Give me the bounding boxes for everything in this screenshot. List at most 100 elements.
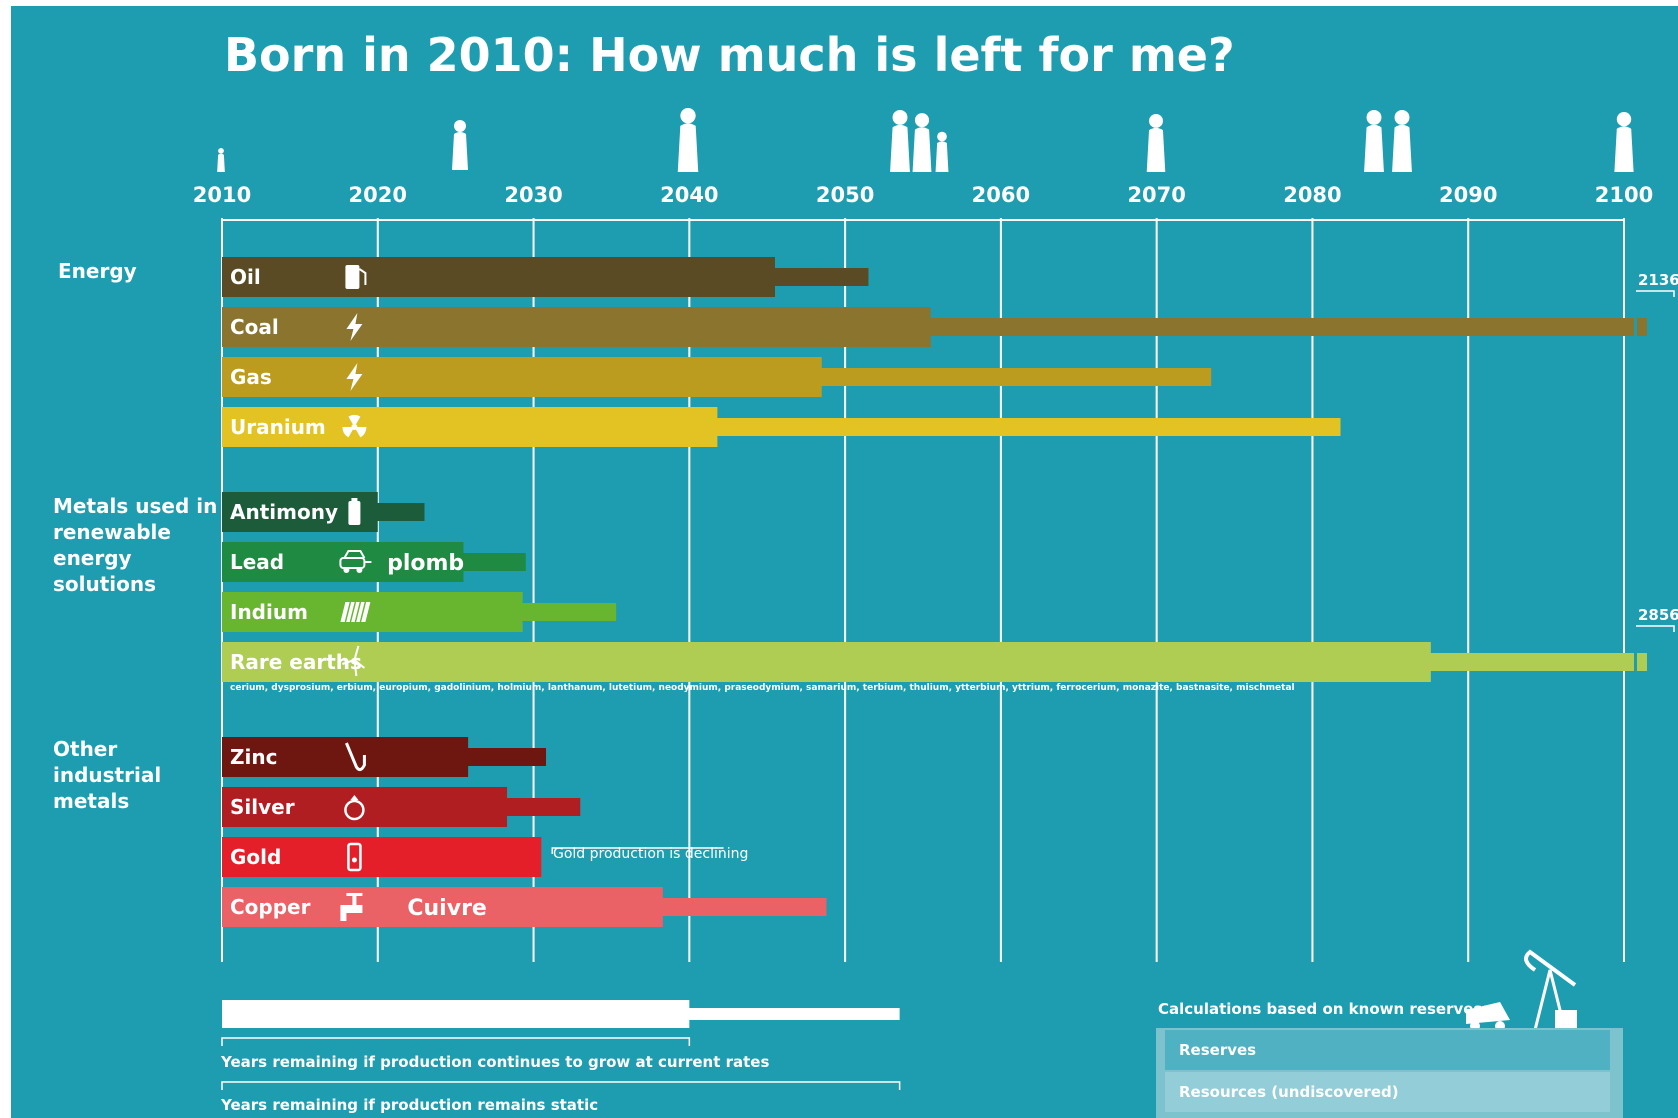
overflow-bracket	[1636, 625, 1675, 632]
legend-static-bracket	[221, 1081, 901, 1090]
shape	[345, 742, 366, 772]
row-oil-label: Oil	[230, 265, 261, 289]
shape	[358, 268, 367, 285]
life-stage-icons	[217, 108, 1634, 172]
row-uranium-growing-bar	[222, 407, 718, 447]
head	[1366, 110, 1382, 125]
elderly-couple-icon	[1364, 110, 1412, 172]
saxophone-icon	[345, 742, 366, 772]
x-tick-label: 2080	[1283, 183, 1341, 207]
row-coal-growing-bar	[222, 307, 931, 347]
rare-earth-elements: cerium, dysprosium, erbium, europium, ga…	[230, 683, 1295, 693]
figure	[1392, 110, 1412, 172]
break-mark	[1634, 316, 1637, 338]
head	[1616, 112, 1632, 127]
row-gold-growing-bar	[222, 837, 542, 877]
shape	[356, 567, 363, 573]
shape	[351, 498, 358, 501]
elderly-person-icon	[1146, 114, 1166, 172]
solar-panel-icon	[340, 601, 371, 623]
figure	[1146, 114, 1166, 172]
row-rare-earths-growing-bar	[222, 642, 1431, 682]
head	[1149, 114, 1163, 128]
legend-growing-bracket	[221, 1037, 691, 1046]
shape	[340, 913, 347, 921]
body	[1614, 126, 1634, 172]
tap-icon	[340, 893, 363, 921]
group-label-energy: Energy	[58, 259, 137, 283]
x-tick-label: 2090	[1439, 183, 1497, 207]
row-copper-growing-bar	[222, 887, 663, 927]
x-tick-label: 2100	[1595, 183, 1653, 207]
shape	[342, 645, 366, 669]
row-gas-growing-bar	[222, 357, 822, 397]
legend-growing-label: Years remaining if production continues …	[221, 1053, 770, 1071]
shape	[353, 659, 358, 677]
shape	[1466, 1002, 1510, 1024]
shape	[346, 313, 363, 341]
figure	[677, 108, 699, 172]
break-mark	[1634, 651, 1637, 673]
bride-couple-icon	[677, 108, 699, 172]
group-label-industrial-metals: Other industrial metals	[53, 737, 162, 813]
reserves-caption: Calculations based on known reserves:	[1158, 1000, 1489, 1018]
figure	[890, 110, 910, 172]
head	[1394, 110, 1410, 125]
body	[912, 127, 932, 172]
row-coal-label: Coal	[230, 315, 279, 339]
row-copper-label: Copper	[230, 895, 311, 919]
head	[914, 113, 930, 128]
fuel-pump-icon	[345, 265, 367, 289]
body	[935, 141, 949, 172]
shape	[352, 895, 357, 905]
shape	[343, 567, 350, 573]
figure	[1364, 110, 1384, 172]
legend-static-label: Years remaining if production remains st…	[221, 1096, 599, 1114]
gold-note-bracket	[551, 847, 724, 854]
shape	[345, 265, 360, 289]
shape	[344, 601, 352, 623]
reserves-row: Reserves	[1165, 1030, 1610, 1070]
lightning-icon	[346, 363, 363, 391]
row-silver-label: Silver	[230, 795, 295, 819]
shape	[340, 905, 363, 913]
break-mark	[1648, 651, 1651, 673]
x-tick-label: 2030	[504, 183, 562, 207]
x-tick-label: 2040	[660, 183, 718, 207]
row-antimony-label: Antimony	[230, 500, 338, 524]
row-silver-growing-bar	[222, 787, 508, 827]
head	[218, 148, 224, 154]
child-jumping-icon	[452, 120, 468, 170]
head	[892, 110, 908, 125]
row-indium-label: Indium	[230, 600, 308, 624]
battery-icon	[348, 498, 361, 525]
head	[680, 108, 696, 124]
body	[1364, 124, 1384, 172]
group-label-renewable-metals: Metals used in renewable energy solution…	[53, 494, 218, 596]
row-indium-growing-bar	[222, 592, 523, 632]
shape	[359, 601, 367, 623]
row-lead-growing-bar	[222, 542, 464, 582]
row-gas-label: Gas	[230, 365, 272, 389]
shape	[350, 795, 359, 800]
body	[1392, 124, 1412, 172]
copper-note: Cuivre	[407, 896, 486, 921]
figure	[1614, 112, 1634, 172]
baby-icon	[217, 148, 225, 172]
shape	[340, 602, 371, 622]
lightning-icon	[346, 313, 363, 341]
car-icon	[339, 550, 372, 573]
x-tick-label: 2010	[193, 183, 251, 207]
shape	[354, 427, 367, 438]
body	[452, 132, 468, 170]
radiation-icon	[342, 415, 367, 438]
body	[1146, 127, 1166, 172]
mobile-phone-icon	[347, 842, 362, 872]
row-rare-earths-label: Rare earths	[230, 650, 362, 674]
shape	[339, 557, 366, 569]
row-uranium-label: Uranium	[230, 415, 326, 439]
body	[217, 153, 225, 172]
figure	[935, 131, 949, 172]
legend-static-bar	[222, 1008, 900, 1020]
figure	[452, 120, 468, 170]
